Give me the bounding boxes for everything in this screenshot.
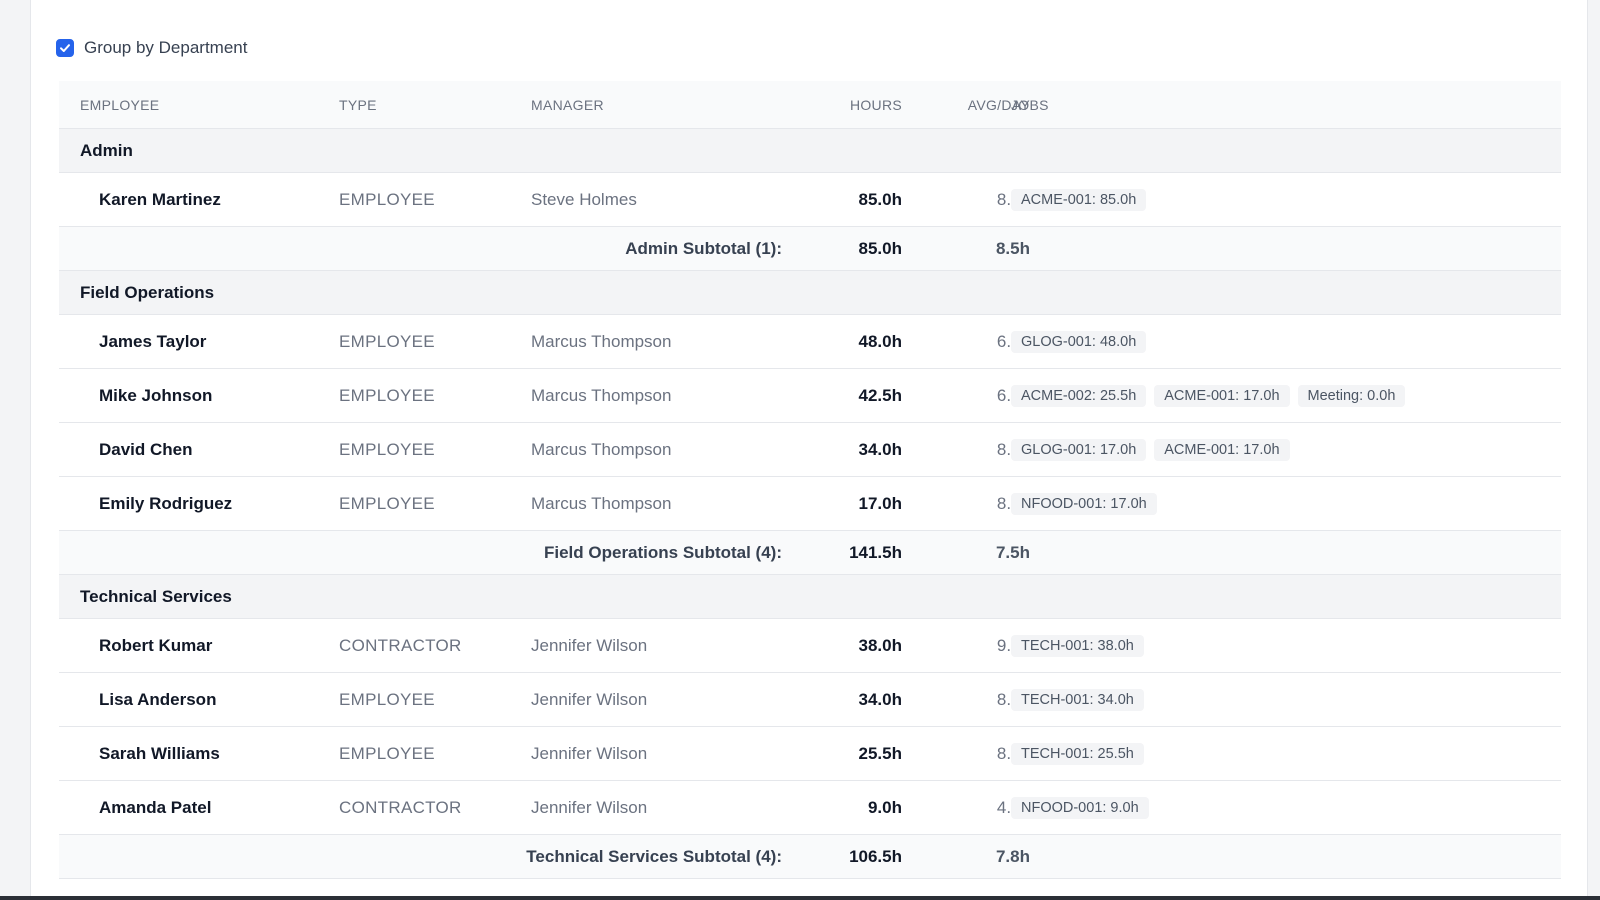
job-chip: NFOOD-001: 17.0h xyxy=(1011,492,1157,515)
subtotal-label: Admin Subtotal (1): xyxy=(625,238,782,258)
employee-name: Emily Rodriguez xyxy=(99,493,233,513)
employee-row[interactable]: Emily Rodriguez EMPLOYEE Marcus Thompson… xyxy=(59,477,1561,531)
subtotal-avg-day: 8.5h xyxy=(995,238,1030,258)
job-chip: TECH-001: 34.0h xyxy=(1011,688,1144,711)
employee-name: David Chen xyxy=(99,439,193,459)
employee-jobs: ACME-001: 85.0h xyxy=(1011,173,1147,226)
employee-manager: Jennifer Wilson xyxy=(531,743,648,763)
job-chip: ACME-002: 25.5h xyxy=(1011,384,1147,407)
employee-hours: 9.0h xyxy=(867,797,902,817)
column-header-hours[interactable]: HOURS xyxy=(849,96,902,113)
employee-name: James Taylor xyxy=(99,331,207,351)
employee-hours: 85.0h xyxy=(858,189,902,209)
employee-row[interactable]: Robert Kumar CONTRACTOR Jennifer Wilson … xyxy=(59,619,1561,673)
job-chip: TECH-001: 25.5h xyxy=(1011,742,1144,765)
employee-row[interactable]: Karen Martinez EMPLOYEE Steve Holmes 85.… xyxy=(59,173,1561,227)
employee-hours: 17.0h xyxy=(858,493,902,513)
column-header-manager[interactable]: MANAGER xyxy=(531,96,604,113)
column-header-avg-day[interactable]: AVG/DAY xyxy=(967,96,1030,113)
subtotal-avg-day: 7.5h xyxy=(995,542,1030,562)
employee-jobs: TECH-001: 25.5h xyxy=(1011,727,1144,780)
employee-manager: Jennifer Wilson xyxy=(531,797,648,817)
employee-type: EMPLOYEE xyxy=(339,493,435,513)
department-name: Technical Services xyxy=(80,586,232,606)
employee-type: CONTRACTOR xyxy=(339,635,462,655)
employee-manager: Jennifer Wilson xyxy=(531,689,648,709)
employee-jobs: NFOOD-001: 9.0h xyxy=(1011,781,1149,834)
subtotal-label: Field Operations Subtotal (4): xyxy=(543,542,782,562)
job-chip: Meeting: 0.0h xyxy=(1297,384,1406,407)
employee-manager: Steve Holmes xyxy=(531,189,637,209)
job-chip: ACME-001: 17.0h xyxy=(1154,438,1290,461)
employee-hours: 42.5h xyxy=(858,385,902,405)
department-name: Admin xyxy=(80,140,133,160)
employee-hours: 34.0h xyxy=(858,439,902,459)
job-chip: TECH-001: 38.0h xyxy=(1011,634,1144,657)
subtotal-hours: 141.5h xyxy=(849,542,902,562)
column-header-type[interactable]: TYPE xyxy=(339,96,377,113)
employee-name: Sarah Williams xyxy=(99,743,220,763)
department-row: Admin xyxy=(59,129,1561,173)
employee-jobs: GLOG-001: 17.0h ACME-001: 17.0h xyxy=(1011,423,1290,476)
subtotal-hours: 85.0h xyxy=(858,238,902,258)
employee-hours: 48.0h xyxy=(858,331,902,351)
subtotal-label: Technical Services Subtotal (4): xyxy=(526,846,782,866)
employee-type: EMPLOYEE xyxy=(339,189,435,209)
department-row: Field Operations xyxy=(59,271,1561,315)
subtotal-row: Technical Services Subtotal (4): 106.5h … xyxy=(59,835,1561,879)
subtotal-avg-day: 7.8h xyxy=(995,846,1030,866)
employee-type: EMPLOYEE xyxy=(339,689,435,709)
employee-jobs: GLOG-001: 48.0h xyxy=(1011,315,1147,368)
employee-type: EMPLOYEE xyxy=(339,331,435,351)
employee-hours: 34.0h xyxy=(858,689,902,709)
employee-manager: Marcus Thompson xyxy=(531,385,672,405)
column-header-employee[interactable]: EMPLOYEE xyxy=(80,96,160,113)
employee-type: EMPLOYEE xyxy=(339,439,435,459)
group-by-label: Group by Department xyxy=(84,38,248,57)
employee-manager: Jennifer Wilson xyxy=(531,635,648,655)
table-header: EMPLOYEE TYPE MANAGER HOURS AVG/DAY JOBS xyxy=(59,81,1561,129)
group-by-checkbox[interactable] xyxy=(56,39,74,57)
employee-type: EMPLOYEE xyxy=(339,743,435,763)
subtotal-row: Admin Subtotal (1): 85.0h 8.5h xyxy=(59,227,1561,271)
employee-manager: Marcus Thompson xyxy=(531,331,672,351)
employee-name: Robert Kumar xyxy=(99,635,213,655)
employee-name: Mike Johnson xyxy=(99,385,213,405)
employee-name: Karen Martinez xyxy=(99,189,221,209)
employee-name: Amanda Patel xyxy=(99,797,212,817)
job-chip: ACME-001: 85.0h xyxy=(1011,188,1147,211)
job-chip: GLOG-001: 48.0h xyxy=(1011,330,1147,353)
employee-hours: 38.0h xyxy=(858,635,902,655)
employee-jobs: TECH-001: 38.0h xyxy=(1011,619,1144,672)
subtotal-hours: 106.5h xyxy=(849,846,902,866)
employee-hours: 25.5h xyxy=(858,743,902,763)
group-by-department-toggle[interactable]: Group by Department xyxy=(56,37,247,59)
employee-jobs: NFOOD-001: 17.0h xyxy=(1011,477,1157,530)
job-chip: ACME-001: 17.0h xyxy=(1154,384,1290,407)
employee-jobs: ACME-002: 25.5h ACME-001: 17.0h Meeting:… xyxy=(1011,369,1406,422)
employee-manager: Marcus Thompson xyxy=(531,493,672,513)
employee-row[interactable]: Mike Johnson EMPLOYEE Marcus Thompson 42… xyxy=(59,369,1561,423)
check-icon xyxy=(60,44,70,52)
employee-type: EMPLOYEE xyxy=(339,385,435,405)
report-panel: Group by Department EMPLOYEE TYPE MANAGE… xyxy=(30,0,1588,896)
employee-row[interactable]: David Chen EMPLOYEE Marcus Thompson 34.0… xyxy=(59,423,1561,477)
department-row: Technical Services xyxy=(59,575,1561,619)
subtotal-row: Field Operations Subtotal (4): 141.5h 7.… xyxy=(59,531,1561,575)
employee-type: CONTRACTOR xyxy=(339,797,462,817)
employee-jobs: TECH-001: 34.0h xyxy=(1011,673,1144,726)
hours-table: EMPLOYEE TYPE MANAGER HOURS AVG/DAY JOBS… xyxy=(59,81,1561,879)
employee-row[interactable]: James Taylor EMPLOYEE Marcus Thompson 48… xyxy=(59,315,1561,369)
department-name: Field Operations xyxy=(80,282,215,302)
employee-row[interactable]: Lisa Anderson EMPLOYEE Jennifer Wilson 3… xyxy=(59,673,1561,727)
employee-manager: Marcus Thompson xyxy=(531,439,672,459)
job-chip: NFOOD-001: 9.0h xyxy=(1011,796,1149,819)
job-chip: GLOG-001: 17.0h xyxy=(1011,438,1147,461)
employee-row[interactable]: Sarah Williams EMPLOYEE Jennifer Wilson … xyxy=(59,727,1561,781)
employee-name: Lisa Anderson xyxy=(99,689,217,709)
bottom-edge xyxy=(0,896,1600,900)
column-header-jobs[interactable]: JOBS xyxy=(1011,96,1049,113)
employee-row[interactable]: Amanda Patel CONTRACTOR Jennifer Wilson … xyxy=(59,781,1561,835)
